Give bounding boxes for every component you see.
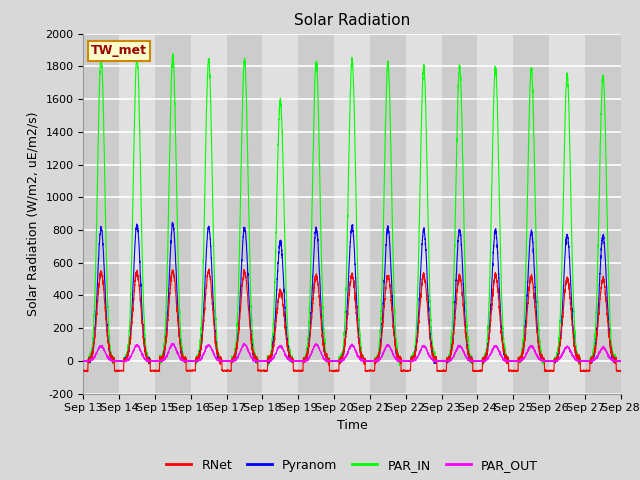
Bar <box>585 34 621 394</box>
Bar <box>262 34 298 394</box>
Bar <box>155 34 191 394</box>
Y-axis label: Solar Radiation (W/m2, uE/m2/s): Solar Radiation (W/m2, uE/m2/s) <box>27 111 40 316</box>
Bar <box>442 34 477 394</box>
X-axis label: Time: Time <box>337 419 367 432</box>
Title: Solar Radiation: Solar Radiation <box>294 13 410 28</box>
Bar <box>191 34 227 394</box>
Bar <box>477 34 513 394</box>
Bar <box>227 34 262 394</box>
Bar <box>119 34 155 394</box>
Legend: RNet, Pyranom, PAR_IN, PAR_OUT: RNet, Pyranom, PAR_IN, PAR_OUT <box>161 454 543 477</box>
Text: TW_met: TW_met <box>92 44 147 58</box>
Bar <box>549 34 585 394</box>
Bar <box>334 34 370 394</box>
Bar <box>298 34 334 394</box>
Bar <box>513 34 549 394</box>
Bar <box>83 34 119 394</box>
Bar <box>370 34 406 394</box>
Bar <box>406 34 442 394</box>
